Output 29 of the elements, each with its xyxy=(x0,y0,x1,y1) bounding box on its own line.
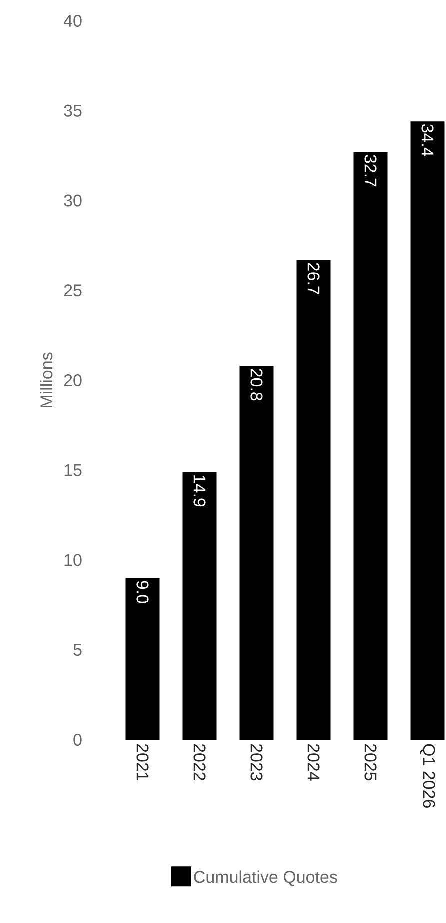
y-tick-label: 10 xyxy=(64,554,82,566)
legend-label: Cumulative Quotes xyxy=(194,870,338,886)
bar xyxy=(240,366,274,740)
x-tick-label: 2024 xyxy=(308,744,320,781)
bar xyxy=(410,122,445,740)
y-tick-label: 30 xyxy=(64,194,82,207)
data-label: 9.0 xyxy=(136,581,149,604)
y-tick-label: 0 xyxy=(74,734,82,746)
x-tick-label: 2021 xyxy=(136,744,149,781)
x-tick-label: 2023 xyxy=(250,744,263,781)
y-tick-label: 15 xyxy=(64,464,82,476)
data-label: 26.7 xyxy=(308,263,320,294)
x-tick-label: Q1 2026 xyxy=(420,744,436,808)
data-label: 14.9 xyxy=(194,476,206,507)
y-tick-label: 20 xyxy=(64,374,82,387)
x-tick-label: 2022 xyxy=(194,744,206,780)
x-tick-label: 2025 xyxy=(364,744,377,781)
bar xyxy=(296,260,331,740)
data-label: 32.7 xyxy=(364,155,377,187)
y-tick-label: 25 xyxy=(64,284,82,297)
y-axis-title: Millions xyxy=(40,352,53,408)
y-tick-label: 40 xyxy=(64,14,82,28)
data-label: 34.4 xyxy=(422,124,434,156)
bar xyxy=(126,578,160,740)
y-tick-label: 35 xyxy=(64,104,82,117)
data-label: 20.8 xyxy=(250,369,263,401)
bar xyxy=(354,152,388,740)
bar xyxy=(182,472,217,740)
y-tick-label: 5 xyxy=(74,644,82,656)
